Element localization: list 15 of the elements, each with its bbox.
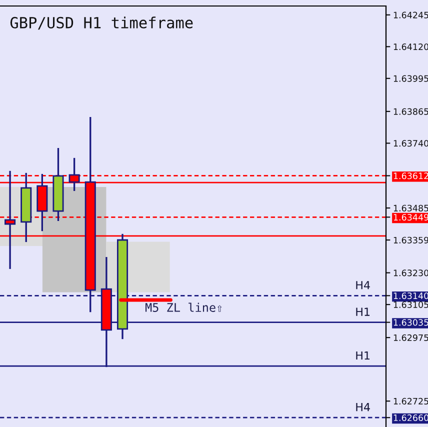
y-tick-label: 1.63105 — [394, 301, 428, 308]
y-tick-label: 1.62725 — [394, 398, 428, 405]
y-tick-label: 1.63035 — [394, 319, 428, 326]
text: GBP/USD H1 timeframe — [10, 16, 193, 30]
ref-line-label: H1 — [356, 308, 370, 316]
ref-line-label: H4 — [356, 403, 370, 412]
y-tick-label: 1.64245 — [394, 12, 428, 18]
y-tick-label: 1.62975 — [394, 334, 428, 342]
annotation: M5 ZL line⇧ — [145, 302, 222, 312]
y-tick-label: 1.63995 — [394, 75, 428, 82]
y-tick-label: 1.63612 — [394, 172, 428, 180]
y-tick-label: 1.63485 — [394, 204, 428, 212]
ref-line-label: H1 — [356, 351, 370, 360]
ref-line-label: H4 — [356, 281, 370, 290]
y-tick-label: 1.63865 — [394, 108, 428, 115]
